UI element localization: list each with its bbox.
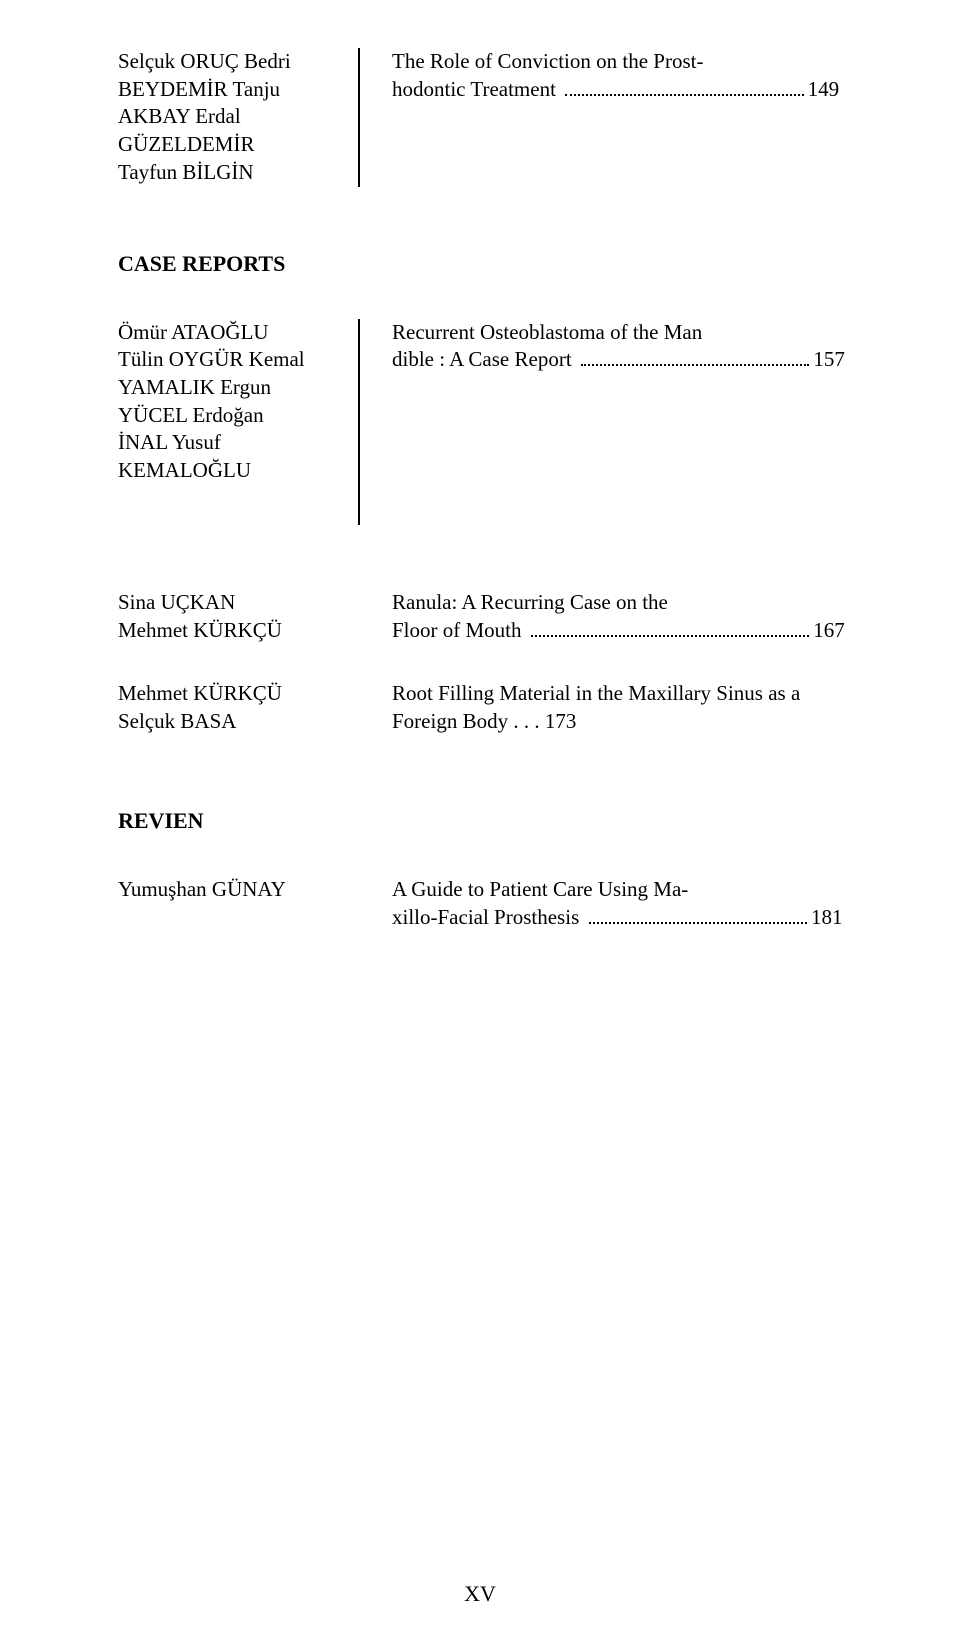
case3-entry: Mehmet KÜRKÇÜ Selçuk BASA Root Filling M… bbox=[118, 680, 860, 735]
case2-authors: Sina UÇKAN Mehmet KÜRKÇÜ bbox=[118, 589, 358, 644]
page-number-footer: XV bbox=[0, 1581, 960, 1607]
case1-pagenum: 157 bbox=[813, 346, 845, 374]
case1-authors: Ömür ATAOĞLU Tülin OYGÜR Kemal YAMALIK E… bbox=[118, 319, 358, 485]
case3-line2: Foreign Body . . . 173 bbox=[392, 708, 860, 736]
top-authors-text: Selçuk ORUÇ Bedri BEYDEMİR Tanju AKBAY E… bbox=[118, 49, 291, 184]
top-pagenum: 149 bbox=[808, 76, 840, 104]
top-title: The Role of Conviction on the Prost- hod… bbox=[368, 48, 860, 187]
case-reports-heading: CASE REPORTS bbox=[118, 251, 860, 277]
revien-heading: REVIEN bbox=[118, 808, 860, 834]
revien-authors-text: Yumuşhan GÜNAY bbox=[118, 877, 286, 901]
leader-dots bbox=[565, 77, 804, 96]
top-entry: Selçuk ORUÇ Bedri BEYDEMİR Tanju AKBAY E… bbox=[118, 48, 860, 187]
case2-authors-text: Sina UÇKAN Mehmet KÜRKÇÜ bbox=[118, 590, 282, 642]
revien-title: A Guide to Patient Care Using Ma- xillo-… bbox=[368, 876, 860, 931]
leader-dots bbox=[589, 905, 808, 924]
revien-entry: Yumuşhan GÜNAY A Guide to Patient Care U… bbox=[118, 876, 860, 931]
revien-pagenum: 181 bbox=[811, 904, 843, 932]
case3-authors-text: Mehmet KÜRKÇÜ Selçuk BASA bbox=[118, 681, 282, 733]
case1-title: Recurrent Osteoblastoma of the Man dible… bbox=[368, 319, 860, 525]
leader-dots bbox=[581, 348, 810, 367]
vertical-divider bbox=[358, 319, 360, 525]
vertical-divider bbox=[358, 48, 360, 187]
case3-authors: Mehmet KÜRKÇÜ Selçuk BASA bbox=[118, 680, 358, 735]
leader-dots bbox=[531, 618, 810, 637]
case2-entry: Sina UÇKAN Mehmet KÜRKÇÜ Ranula: A Recur… bbox=[118, 589, 860, 644]
case2-pagenum: 167 bbox=[813, 617, 845, 645]
page: Selçuk ORUÇ Bedri BEYDEMİR Tanju AKBAY E… bbox=[0, 0, 960, 1649]
top-authors: Selçuk ORUÇ Bedri BEYDEMİR Tanju AKBAY E… bbox=[118, 48, 358, 187]
revien-authors: Yumuşhan GÜNAY bbox=[118, 876, 358, 931]
case1-entry: Ömür ATAOĞLU Tülin OYGÜR Kemal YAMALIK E… bbox=[118, 319, 860, 525]
case3-title: Root Filling Material in the Maxillary S… bbox=[368, 680, 860, 735]
case3-line1: Root Filling Material in the Maxillary S… bbox=[392, 680, 860, 708]
case1-authors-text: Ömür ATAOĞLU Tülin OYGÜR Kemal YAMALIK E… bbox=[118, 320, 305, 483]
case2-title: Ranula: A Recurring Case on the Floor of… bbox=[368, 589, 860, 644]
